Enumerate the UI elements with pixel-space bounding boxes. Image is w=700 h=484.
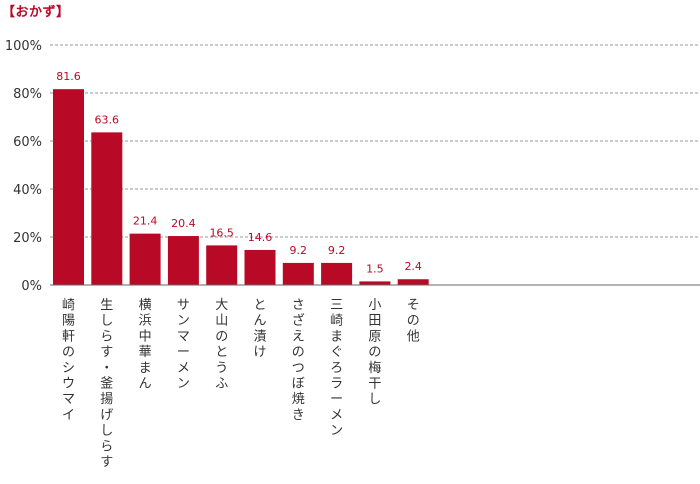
y-tick-label: 100%: [5, 39, 42, 54]
data-label: 81.6: [56, 70, 81, 83]
bar: [282, 262, 314, 285]
category-label: サンマーメン: [177, 298, 190, 392]
chart-title: 【おかず】: [2, 5, 70, 20]
y-tick-label: 0%: [21, 279, 42, 294]
bars: [53, 89, 429, 285]
category-label: さざえのつぼ焼き: [292, 298, 305, 423]
category-label: 生しらす・釜揚げしらす: [100, 298, 113, 470]
data-label: 2.4: [404, 260, 422, 273]
y-axis-ticks: 0% 20% 40% 60% 80% 100%: [5, 39, 42, 294]
bar: [53, 89, 84, 285]
category-label: とん漬け: [253, 298, 266, 360]
data-label: 63.6: [95, 113, 120, 126]
category-label: 小田原の梅干し: [368, 298, 381, 407]
bar: [359, 281, 391, 285]
data-label: 1.5: [366, 262, 384, 275]
bar: [397, 279, 429, 285]
bar: [91, 132, 123, 285]
category-label: 三崎まぐろラーメン: [330, 298, 343, 439]
data-labels: 81.6 63.6 21.4 20.4 16.5 14.6 9.2 9.2 1.5 2.4: [56, 70, 422, 275]
y-tick-label: 80%: [13, 87, 42, 102]
category-label: その他: [407, 298, 420, 344]
data-label: 9.2: [290, 244, 308, 257]
bar: [244, 249, 276, 285]
category-label: 崎陽軒のシウマイ: [62, 298, 75, 423]
bar: [206, 245, 238, 285]
bar: [167, 236, 199, 285]
data-label: 21.4: [133, 215, 158, 228]
data-label: 16.5: [209, 226, 234, 239]
category-label: 大山のとうふ: [215, 298, 228, 392]
bar: [129, 233, 161, 285]
category-labels: 崎陽軒のシウマイ 生しらす・釜揚げしらす 横浜中華まん サンマーメン 大山のとうふ とん漬…: [62, 298, 420, 470]
data-label: 20.4: [171, 217, 196, 230]
y-tick-label: 20%: [13, 231, 42, 246]
y-tick-label: 60%: [13, 135, 42, 150]
category-label: 横浜中華まん: [139, 298, 152, 392]
data-label: 14.6: [248, 231, 273, 244]
gridlines: [50, 44, 700, 238]
bar: [321, 262, 353, 285]
data-label: 9.2: [328, 244, 346, 257]
y-tick-label: 40%: [13, 183, 42, 198]
